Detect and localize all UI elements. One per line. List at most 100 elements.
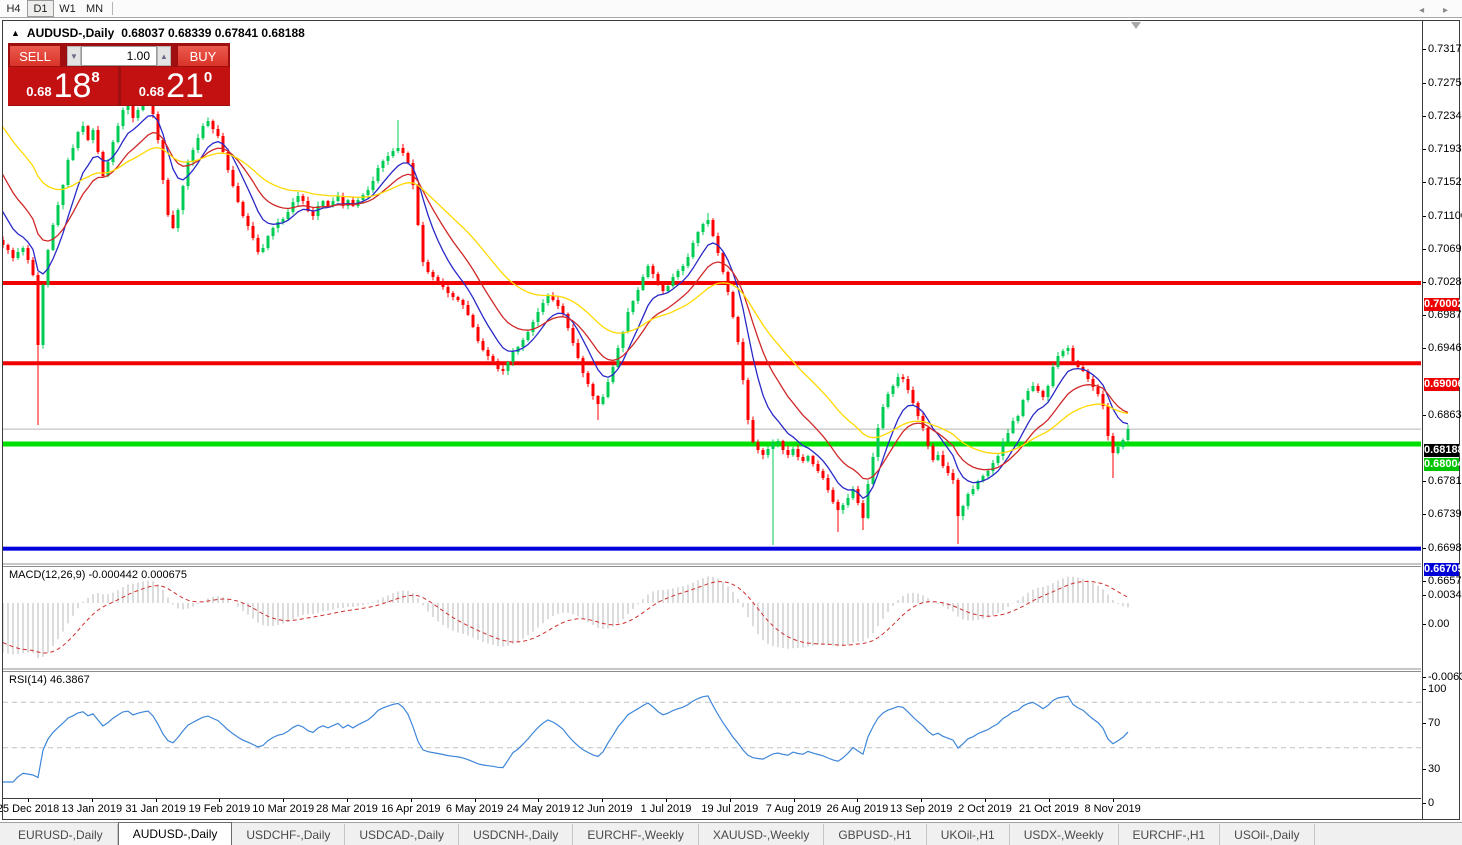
timeframe-button-h4[interactable]: H4: [6, 2, 21, 15]
date-tick-label: 28 Mar 2019: [316, 803, 378, 815]
timeframe-button-w1[interactable]: W1: [59, 2, 76, 15]
price-tick-mark: [1423, 181, 1426, 183]
chart-tab-xauusdweekly[interactable]: XAUUSD-,Weekly: [699, 824, 825, 845]
date-tick-label: 19 Jul 2019: [701, 803, 759, 815]
ohlc-values: 0.68037 0.68339 0.67841 0.68188: [121, 26, 305, 40]
chart-title: ▲ AUDUSD-,Daily 0.68037 0.68339 0.67841 …: [11, 26, 305, 40]
date-tick-mark: [666, 799, 667, 802]
date-tick-label: 31 Jan 2019: [125, 803, 186, 815]
date-tick-mark: [857, 799, 859, 802]
date-tick-label: 24 May 2019: [506, 803, 571, 815]
rsi-label: RSI(14) 46.3867: [9, 674, 90, 686]
price-tick-mark: [1423, 803, 1426, 804]
price-tick-label: 70: [1428, 717, 1441, 730]
price-tick-mark: [1423, 281, 1426, 283]
date-tick-label: 6 May 2019: [445, 803, 504, 815]
sell-price-point: 8: [91, 69, 100, 86]
price-tick-label: 100: [1428, 683, 1447, 695]
price-tick-label: 0.00349: [1428, 589, 1462, 602]
timeframe-button-d1[interactable]: D1: [27, 0, 54, 17]
price-tick-mark: [1423, 595, 1426, 597]
date-tick-mark: [410, 799, 412, 802]
chart-tab-eurchfh1[interactable]: EURCHF-,H1: [1119, 824, 1221, 845]
price-tick-mark: [1423, 580, 1426, 582]
tab-scroll-arrows[interactable]: ◂ ▸: [1419, 5, 1456, 16]
volume-increment-button[interactable]: ▲: [157, 46, 171, 66]
date-axis[interactable]: 25 Dec 2018 13 Jan 2019 31 Jan 2019 19 Feb …: [0, 798, 1421, 819]
price-level-chip-0.69006: 0.69006: [1424, 377, 1462, 391]
price-tick-label: 0: [1428, 797, 1435, 809]
date-tick-mark: [219, 799, 221, 802]
volume-input[interactable]: [81, 46, 157, 66]
date-tick-label: 1 Jul 2019: [640, 803, 692, 815]
price-tick-mark: [1423, 723, 1426, 725]
timeframe-button-mn[interactable]: MN: [85, 2, 104, 15]
date-tick-label: 8 Nov 2019: [1084, 803, 1141, 815]
sell-button[interactable]: SELL: [10, 46, 60, 66]
price-tick-label: 0.00: [1428, 618, 1450, 630]
date-tick-mark: [602, 799, 604, 802]
price-level-chip-0.66705: 0.66705: [1424, 563, 1462, 577]
date-tick-mark: [729, 799, 731, 802]
price-tick-mark: [1423, 414, 1426, 416]
date-tick-label: 16 Apr 2019: [381, 803, 441, 815]
collapse-arrow-icon[interactable]: ▲: [11, 28, 20, 38]
chart-tab-eurchfweekly[interactable]: EURCHF-,Weekly: [573, 824, 699, 845]
price-tick-mark: [1423, 115, 1426, 117]
chart-tab-usdxweekly[interactable]: USDX-,Weekly: [1010, 824, 1119, 845]
price-tick-mark: [1423, 624, 1426, 625]
date-tick-label: 2 Oct 2019: [958, 803, 1012, 815]
price-level-chip-0.68004: 0.68004: [1424, 458, 1462, 472]
sell-price-display[interactable]: 0.68 18 8: [8, 67, 118, 105]
date-tick-mark: [1112, 799, 1114, 802]
chart-tab-ukoilh1[interactable]: UKOil-,H1: [927, 824, 1010, 845]
date-tick-mark: [347, 799, 348, 802]
chart-area[interactable]: ▲ AUDUSD-,Daily 0.68037 0.68339 0.67841 …: [0, 21, 1421, 819]
sell-price-pips: 18: [53, 67, 92, 105]
chart-tab-audusddaily[interactable]: AUDUSD-,Daily: [117, 822, 233, 845]
price-tick-mark: [1423, 215, 1426, 217]
date-tick-label: 26 Aug 2019: [826, 803, 889, 815]
buy-button[interactable]: BUY: [178, 46, 228, 66]
candlestick-chart-svg[interactable]: [3, 21, 1421, 798]
chart-tab-usdcaddaily[interactable]: USDCAD-,Daily: [345, 824, 460, 845]
volume-decrement-button[interactable]: ▼: [67, 46, 81, 66]
price-tick-label: 30: [1428, 762, 1441, 775]
date-tick-mark: [538, 799, 540, 802]
price-level-chip-0.70002: 0.70002: [1424, 297, 1462, 311]
date-tick-mark: [921, 799, 923, 802]
chart-tab-gbpusdh1[interactable]: GBPUSD-,H1: [824, 824, 927, 845]
chart-tab-usdcnhdaily[interactable]: USDCNH-,Daily: [459, 824, 574, 845]
sell-price-base: 0.68: [26, 83, 52, 99]
chart-tab-usdchfdaily[interactable]: USDCHF-,Daily: [232, 824, 346, 845]
buy-price-pips: 21: [166, 67, 204, 105]
chart-tab-usoildaily[interactable]: USOil-,Daily: [1220, 824, 1315, 845]
one-click-trade-panel: SELL ▼ ▲ BUY 0.68 18 8 0.68 21 0: [8, 43, 230, 106]
date-tick-mark: [985, 799, 986, 802]
buy-price-point: 0: [203, 69, 213, 86]
date-tick-mark: [155, 799, 157, 802]
date-tick-mark: [474, 799, 476, 802]
symbol-title: AUDUSD-,Daily: [26, 26, 115, 40]
trade-panel-top-row: SELL ▼ ▲ BUY: [10, 46, 228, 66]
chart-tab-eurusddaily[interactable]: EURUSD-,Daily: [4, 824, 118, 845]
price-tick-mark: [1423, 148, 1426, 150]
buy-price-display[interactable]: 0.68 21 0: [121, 67, 230, 105]
date-tick-mark: [28, 799, 29, 802]
